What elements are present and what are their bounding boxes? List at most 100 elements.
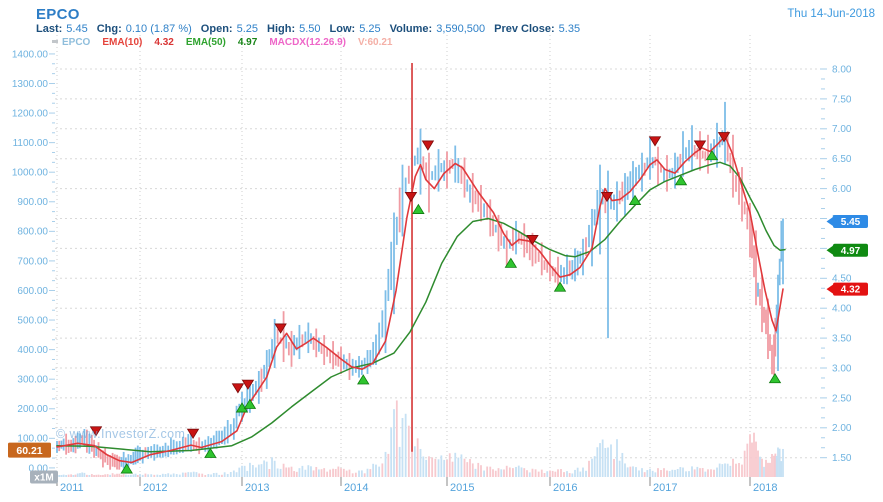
symbol-title: EPCO: [36, 6, 80, 23]
axis-labels: 1.502.002.503.003.504.004.505.005.506.00…: [12, 49, 852, 494]
svg-text:2017: 2017: [653, 482, 677, 494]
svg-text:4.50: 4.50: [832, 274, 852, 285]
buy-arrow: [628, 194, 642, 205]
svg-text:100.00: 100.00: [17, 434, 48, 445]
stat-value: 0.10 (1.87 %): [125, 23, 192, 35]
legend-item: MACDX(12.26.9): [269, 37, 347, 48]
svg-text:3.50: 3.50: [832, 334, 852, 345]
svg-text:6.00: 6.00: [832, 184, 852, 195]
svg-text:5.45: 5.45: [841, 217, 861, 228]
x-axis-unit-badge: x1M: [30, 470, 58, 484]
svg-text:1200.00: 1200.00: [12, 108, 49, 119]
buy-arrow: [120, 463, 133, 474]
chart-legend: EPCO EMA(10) 4.32 EMA(50) 4.97 MACDX(12.26.9)…: [52, 37, 405, 48]
legend-item: EPCO: [62, 37, 91, 48]
series-marker-icon: [52, 40, 58, 43]
svg-text:1000.00: 1000.00: [12, 168, 49, 179]
buy-arrow: [357, 374, 370, 385]
chart-date: Thu 14-Jun-2018: [787, 8, 875, 20]
svg-text:3.00: 3.00: [832, 363, 852, 374]
stat-value: 5.25: [236, 23, 258, 35]
svg-text:4.97: 4.97: [841, 246, 861, 257]
svg-text:6.50: 6.50: [832, 154, 852, 165]
legend-item: EMA(50): [185, 37, 226, 48]
stat-label: Low:: [329, 23, 356, 35]
sell-arrow: [186, 428, 200, 439]
svg-text:300.00: 300.00: [17, 375, 48, 386]
sell-arrow: [600, 191, 614, 203]
svg-text:60.21: 60.21: [16, 445, 42, 457]
svg-text:0.00: 0.00: [29, 463, 49, 474]
stat-label: High:: [267, 23, 296, 35]
signal-arrows: [89, 132, 782, 474]
stat-label: Last:: [36, 23, 63, 35]
buy-arrow: [504, 257, 518, 268]
indicator-badge: 60.21: [8, 442, 51, 458]
stat-value: 5.50: [299, 23, 321, 35]
svg-text:700.00: 700.00: [17, 256, 48, 267]
legend-item: 4.97: [237, 37, 258, 48]
stat-value: 5.35: [558, 23, 581, 35]
svg-text:500.00: 500.00: [17, 315, 48, 326]
price-badges: 5.45 4.97 4.32 60.21 x1M: [8, 214, 868, 484]
svg-text:900.00: 900.00: [17, 197, 48, 208]
svg-text:2015: 2015: [450, 482, 474, 494]
stat-value: 5.25: [359, 23, 381, 35]
buy-arrow: [243, 398, 257, 409]
legend-item: 4.32: [154, 37, 174, 48]
sell-arrow: [526, 235, 539, 246]
svg-text:2012: 2012: [143, 482, 167, 494]
svg-text:2016: 2016: [553, 482, 577, 494]
last-price-badge: 5.45: [826, 214, 868, 228]
sell-arrow: [274, 323, 287, 334]
stat-label: Prev Close:: [494, 23, 555, 35]
ema10-badge: 4.32: [826, 282, 868, 296]
svg-text:2011: 2011: [60, 482, 84, 494]
stat-value: 5.45: [66, 23, 88, 35]
stat-label: Chg:: [96, 23, 122, 35]
svg-text:7.00: 7.00: [832, 124, 852, 135]
volume-bars: [56, 400, 784, 477]
sell-arrow: [241, 379, 255, 390]
buy-arrow: [674, 175, 688, 186]
legend-item: V:60.21: [358, 37, 393, 48]
svg-text:2013: 2013: [245, 482, 269, 494]
ema10-line: [56, 135, 784, 464]
sell-arrow: [421, 140, 435, 151]
sell-arrow: [717, 132, 731, 143]
buy-arrow: [553, 281, 567, 292]
buy-arrow: [705, 149, 719, 161]
svg-text:2.00: 2.00: [832, 423, 852, 434]
svg-text:1100.00: 1100.00: [13, 138, 49, 149]
svg-text:7.50: 7.50: [832, 94, 852, 105]
stat-label: Volume:: [389, 23, 433, 35]
ema50-badge: 4.97: [826, 243, 868, 257]
svg-text:400.00: 400.00: [17, 345, 48, 356]
svg-text:800.00: 800.00: [17, 227, 48, 238]
legend-item: EMA(10): [102, 37, 143, 48]
gridlines: [55, 35, 820, 477]
sell-arrow: [648, 136, 662, 147]
svg-text:1400.00: 1400.00: [12, 49, 49, 60]
svg-text:600.00: 600.00: [17, 286, 48, 297]
sell-arrow: [404, 191, 418, 203]
legend-items: EPCO EMA(10) 4.32 EMA(50) 4.97 MACDX(12.26.9)…: [62, 37, 405, 48]
candlestick-series: [56, 63, 784, 472]
svg-text:x1M: x1M: [34, 473, 53, 484]
svg-text:1.50: 1.50: [832, 453, 852, 464]
sell-arrow: [231, 383, 245, 394]
stat-value: 3,590,500: [436, 23, 486, 35]
svg-text:8.00: 8.00: [832, 64, 852, 75]
svg-text:4.32: 4.32: [841, 285, 861, 296]
watermark: © www.InvestorZ.com: [56, 427, 186, 441]
buy-arrow: [204, 447, 217, 458]
sell-arrow: [89, 426, 103, 437]
svg-text:2018: 2018: [753, 482, 777, 494]
sell-arrow: [693, 140, 707, 151]
stats-bar: Last: 5.45 Chg: 0.10 (1.87 %) Open: 5.25 High:…: [36, 23, 589, 35]
svg-text:1300.00: 1300.00: [12, 79, 49, 90]
svg-text:2014: 2014: [344, 482, 368, 494]
svg-text:4.00: 4.00: [832, 304, 852, 315]
